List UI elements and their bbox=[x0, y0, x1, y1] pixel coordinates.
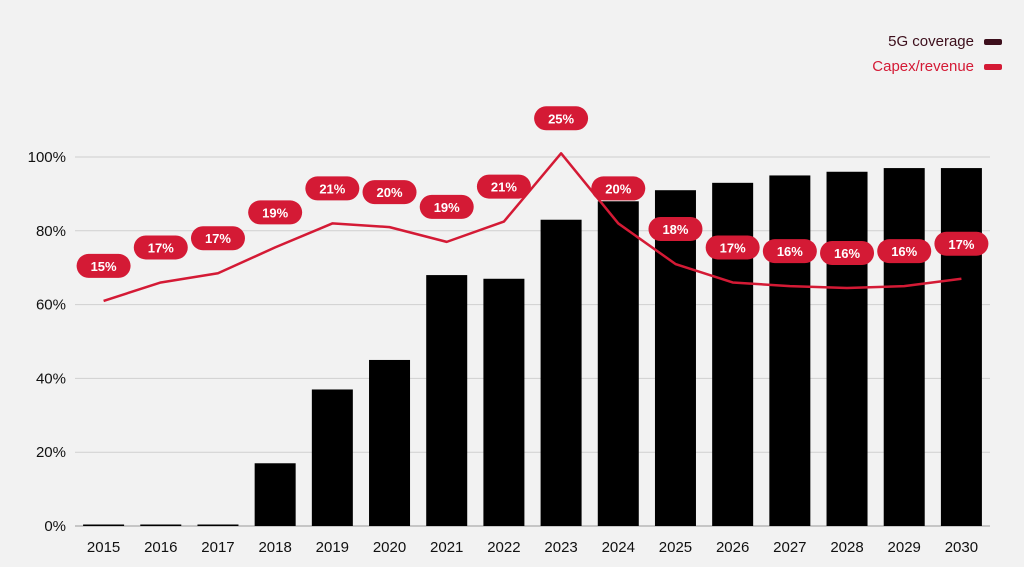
data-label-pill bbox=[591, 176, 646, 201]
x-tick-label: 2027 bbox=[773, 539, 806, 556]
x-tick-label: 2017 bbox=[201, 539, 234, 556]
bar bbox=[369, 359, 411, 526]
bar bbox=[83, 524, 125, 526]
chart-legend: 5G coverage Capex/revenue bbox=[872, 33, 1002, 75]
x-tick-label: 2028 bbox=[830, 539, 863, 556]
data-label-pill bbox=[705, 235, 760, 260]
y-tick-label: 80% bbox=[36, 223, 66, 240]
data-label: 16% bbox=[891, 244, 917, 259]
bar bbox=[883, 168, 925, 526]
data-label: 20% bbox=[605, 181, 631, 196]
bar bbox=[597, 201, 639, 526]
bar bbox=[654, 190, 696, 526]
data-label: 17% bbox=[948, 237, 974, 252]
data-label: 16% bbox=[777, 244, 803, 259]
y-tick-label: 0% bbox=[44, 518, 66, 535]
data-label-pill bbox=[133, 235, 188, 260]
y-tick-label: 20% bbox=[36, 444, 66, 461]
legend-item-5g-coverage: 5G coverage bbox=[888, 33, 1002, 50]
x-tick-label: 2024 bbox=[602, 539, 635, 556]
data-label: 15% bbox=[91, 259, 117, 274]
x-tick-label: 2021 bbox=[430, 539, 463, 556]
data-label-pill bbox=[476, 174, 531, 199]
data-label-pill bbox=[419, 194, 474, 219]
data-label-pill bbox=[534, 106, 589, 131]
y-tick-label: 100% bbox=[28, 149, 66, 166]
data-label-pill bbox=[190, 226, 245, 251]
bar bbox=[311, 389, 353, 526]
data-label-pill bbox=[305, 176, 360, 201]
bar bbox=[483, 278, 525, 526]
data-label: 17% bbox=[720, 240, 746, 255]
data-label-pill bbox=[362, 180, 417, 205]
data-label-pill bbox=[248, 200, 303, 225]
data-label-pill bbox=[820, 240, 875, 265]
bar bbox=[712, 182, 754, 526]
data-label: 20% bbox=[377, 185, 403, 200]
x-tick-label: 2016 bbox=[144, 539, 177, 556]
bar bbox=[769, 175, 811, 526]
data-label-pill bbox=[76, 253, 131, 278]
data-label: 21% bbox=[319, 181, 345, 196]
bar bbox=[254, 463, 296, 526]
x-tick-label: 2022 bbox=[487, 539, 520, 556]
y-tick-label: 60% bbox=[36, 297, 66, 314]
bar bbox=[426, 275, 468, 526]
bar bbox=[197, 524, 239, 526]
x-tick-label: 2019 bbox=[316, 539, 349, 556]
legend-label-5g-coverage: 5G coverage bbox=[888, 33, 974, 50]
legend-label-capex-revenue: Capex/revenue bbox=[872, 58, 974, 75]
data-label-pill bbox=[877, 239, 932, 264]
bar bbox=[540, 219, 582, 527]
data-label-pill bbox=[648, 217, 703, 242]
legend-swatch-capex-revenue bbox=[984, 63, 1002, 70]
x-tick-label: 2030 bbox=[945, 539, 978, 556]
data-label: 18% bbox=[662, 222, 688, 237]
data-label: 16% bbox=[834, 246, 860, 261]
x-tick-label: 2023 bbox=[544, 539, 577, 556]
x-tick-label: 2025 bbox=[659, 539, 692, 556]
data-label: 17% bbox=[148, 240, 174, 255]
x-tick-label: 2020 bbox=[373, 539, 406, 556]
data-label-pill bbox=[934, 231, 989, 256]
x-tick-label: 2018 bbox=[258, 539, 291, 556]
bar bbox=[826, 171, 868, 526]
x-tick-label: 2026 bbox=[716, 539, 749, 556]
data-label: 21% bbox=[491, 180, 517, 195]
bar bbox=[940, 168, 982, 526]
x-tick-label: 2015 bbox=[87, 539, 120, 556]
data-label: 19% bbox=[262, 205, 288, 220]
legend-item-capex-revenue: Capex/revenue bbox=[872, 58, 1002, 75]
x-tick-label: 2029 bbox=[888, 539, 921, 556]
legend-swatch-5g-coverage bbox=[984, 38, 1002, 45]
data-label-pill bbox=[762, 239, 817, 264]
data-label: 19% bbox=[434, 200, 460, 215]
capex-line bbox=[103, 152, 962, 303]
data-label: 25% bbox=[548, 111, 574, 126]
data-label: 17% bbox=[205, 231, 231, 246]
y-tick-label: 40% bbox=[36, 370, 66, 387]
bar bbox=[140, 524, 182, 526]
